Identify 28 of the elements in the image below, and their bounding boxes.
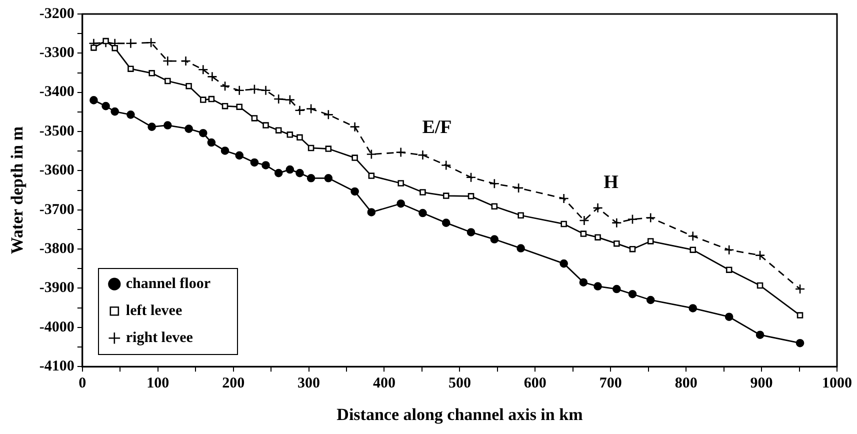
x-tick-label: 300 — [298, 375, 320, 392]
x-tick-label: 800 — [674, 375, 698, 392]
legend-label: right levee — [126, 330, 194, 346]
x-tick-label: 200 — [222, 375, 245, 392]
x-tick-label: 500 — [448, 375, 471, 392]
x-tick-label: 700 — [599, 375, 622, 392]
y-tick-label: -3200 — [39, 6, 74, 22]
x-tick-label: 100 — [146, 375, 170, 392]
y-tick-label: -3500 — [39, 123, 74, 140]
x-tick-label: 0 — [78, 375, 86, 392]
y-tick-label: -3700 — [39, 202, 74, 218]
y-tick-label: -3300 — [39, 45, 74, 62]
legend-label: channel floor — [126, 276, 211, 292]
y-tick-label: -3400 — [39, 84, 74, 100]
x-axis-title: Distance along channel axis in km — [336, 405, 583, 424]
y-tick-label: -3800 — [39, 240, 74, 257]
x-tick-label: 1000 — [822, 375, 852, 392]
x-tick-label: 900 — [750, 375, 773, 392]
y-tick-label: -3600 — [39, 162, 74, 179]
x-tick-label: 600 — [524, 375, 546, 392]
y-tick-label: -4000 — [39, 319, 74, 336]
x-tick-label: 400 — [372, 375, 396, 392]
annotation: H — [604, 172, 619, 193]
legend-label: left levee — [126, 302, 182, 319]
y-tick-label: -3900 — [39, 280, 74, 296]
y-tick-label: -4100 — [39, 358, 74, 374]
annotation: E/F — [422, 116, 452, 138]
y-axis-title: Water depth in m — [8, 126, 27, 254]
